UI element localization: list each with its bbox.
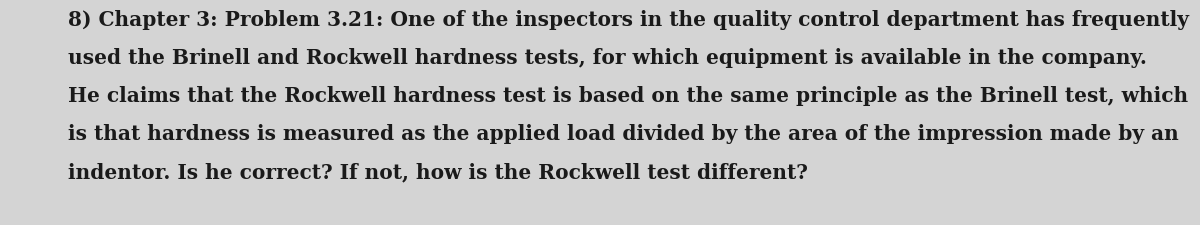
Text: He claims that the Rockwell hardness test is based on the same principle as the : He claims that the Rockwell hardness tes… xyxy=(68,86,1188,106)
Text: 8) Chapter 3: Problem 3.21: One of the inspectors in the quality control departm: 8) Chapter 3: Problem 3.21: One of the i… xyxy=(68,10,1189,30)
Text: used the Brinell and Rockwell hardness tests, for which equipment is available i: used the Brinell and Rockwell hardness t… xyxy=(68,48,1147,68)
Text: is that hardness is measured as the applied load divided by the area of the impr: is that hardness is measured as the appl… xyxy=(68,124,1178,143)
Text: indentor. Is he correct? If not, how is the Rockwell test different?: indentor. Is he correct? If not, how is … xyxy=(68,161,808,181)
